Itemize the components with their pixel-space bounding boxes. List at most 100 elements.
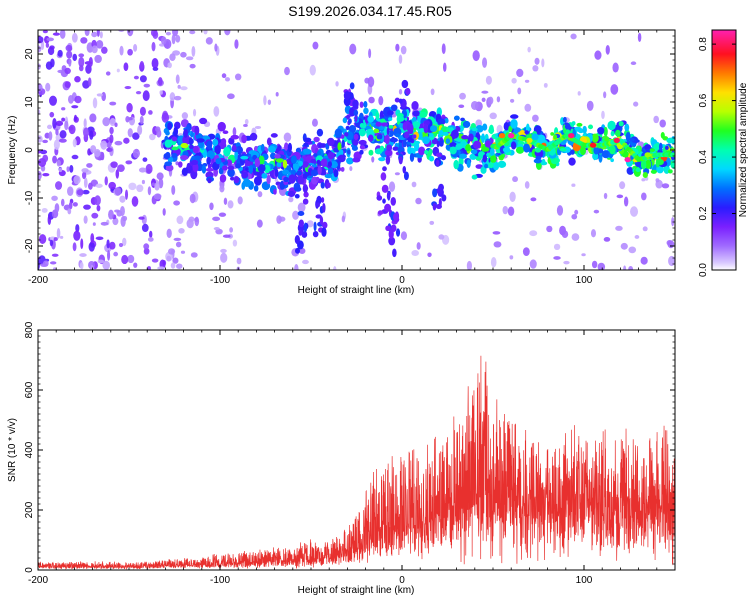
spectrogram-blob [167,62,172,69]
spectrogram-blob [261,172,268,179]
spectrogram-blob [190,159,199,165]
spectrogram-blob [95,236,104,241]
spectrogram-blob [302,185,309,191]
spectrogram-blob [38,45,42,53]
spectrogram-blob [402,121,408,131]
x-tick-label: 100 [576,575,593,586]
spectrogram-blob [349,82,355,90]
spectrogram-blob [122,237,127,247]
spectrogram-blob [64,120,69,131]
spectrogram-blob [122,215,128,222]
spectrogram-blob [219,185,225,193]
spectrogram-blob [442,62,447,72]
spectrogram-blob [117,164,125,173]
spectrogram-blob [359,123,365,129]
spectrogram-blob [288,196,294,203]
spectrogram-blob [68,59,72,67]
spectrogram-blob [234,73,242,81]
spectrogram-blob [55,128,59,136]
spectrogram-blob [590,229,597,238]
spectrogram-blob [301,231,308,238]
spectrogram-blob [214,144,221,155]
spectrogram-blob [181,167,188,176]
spectrogram-blob [83,177,88,189]
spectrogram-blob [96,204,101,212]
spectrogram-blob [233,176,240,184]
spectrogram-blob [119,45,124,56]
spectrogram-blob [412,134,417,139]
y-tick-label: -20 [24,238,35,253]
spectrogram-blob [38,63,41,70]
spectrogram-blob [591,260,598,269]
x-tick-label: -200 [28,275,48,286]
spectrogram-blob [189,63,196,69]
spectrogram-blob [388,236,396,246]
spectrogram-blob [171,152,178,158]
spectrogram-blob [367,76,375,88]
spectrogram-blob [176,263,183,269]
spectrogram-blob [376,195,383,201]
spectrogram-blob [39,149,48,155]
spectrogram-blob [275,158,284,163]
spectrogram-blob [267,99,272,105]
spectrogram-blob [53,237,58,242]
spectrogram-blob [67,208,72,215]
spectrogram-blob [485,140,492,148]
spectrogram-blob [183,128,188,138]
spectrogram-blob [541,158,546,166]
spectrogram-blob [487,96,494,105]
spectrogram-blob [165,130,170,136]
snr-panel: -200 -100 0 100 0 200 400 600 800 Height of str… [7,321,676,596]
spectrogram-blob [363,107,369,115]
spectrogram-blob [346,149,351,155]
spectrogram-blob [175,241,182,248]
spectrogram-blob [75,224,80,233]
spectrogram-blob [139,115,144,125]
spectrogram-blob [97,259,105,264]
spectrogram-blob [283,132,292,142]
spectrogram-blob [176,215,184,225]
spectrogram-blob [402,140,407,148]
spectrogram-blob [205,167,215,172]
spectrogram-blob [556,205,564,216]
spectrogram-blob [38,150,41,154]
spectrogram-blob [603,237,611,242]
spectrogram-blob [221,138,227,146]
spectrogram-blob [629,137,635,142]
spectrogram-blob [368,96,375,104]
spectrogram-blob [254,125,262,129]
spectrogram-blob [630,61,637,66]
spectrogram-blob [56,159,61,167]
spectrogram-blob [509,191,516,202]
spectrogram-blob [287,142,293,153]
spectrogram-blob [670,162,675,169]
spectrogram-blob [510,118,518,129]
spectrogram-blob [79,253,87,257]
spectrogram-blob [224,77,231,82]
spectrogram-blob [109,118,116,126]
spectrogram-blob [213,226,220,231]
spectrogram-blob [492,161,500,171]
spectrogram-blob [224,30,231,36]
spectrogram-blob [147,266,152,270]
spectrogram-blob [237,196,243,205]
spectrogram-blob [223,146,231,157]
spectrogram-blob [58,167,63,173]
spectrogram-blob [349,43,357,55]
spectrogram-blob [576,134,581,138]
spectrogram-blob [166,228,172,239]
spectrogram-blob [102,260,111,270]
spectrogram-blob [61,107,66,111]
spectrogram-blob [597,127,605,135]
spectrogram-blob [112,217,119,226]
spectrogram-blob [72,138,77,148]
spectrogram-blob [182,135,191,145]
spectrogram-blob [543,82,548,88]
spectrogram-blob [67,186,74,197]
spectrogram-blob [416,242,421,250]
spectrogram-blob [481,97,486,103]
spectrogram-blob [535,155,542,160]
spectrogram-blob [42,173,50,177]
spectrogram-blob [45,61,53,70]
